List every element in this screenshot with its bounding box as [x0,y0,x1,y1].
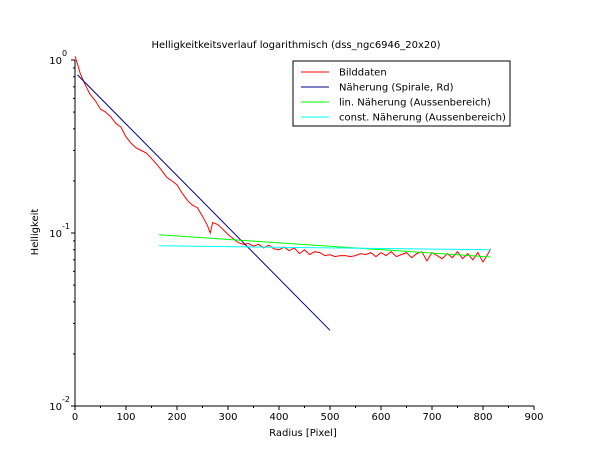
x-tick-label: 200 [167,412,186,423]
series-line-2 [159,234,491,258]
x-tick-label: 600 [371,412,390,423]
x-tick-label: 500 [320,412,339,423]
legend-label-2: lin. Näherung (Aussenbereich) [339,98,491,109]
y-tick-exponent: 0 [62,49,67,58]
series-line-0 [74,56,492,264]
x-tick-label: 900 [524,412,543,423]
x-tick-label: 700 [422,412,441,423]
series-group [74,56,492,331]
legend-label-1: Näherung (Spirale, Rd) [339,83,454,94]
y-axis-label: Helligkeit [30,209,41,256]
y-tick-label: 10 [49,56,62,67]
x-tick-label: 100 [116,412,135,423]
x-tick-label: 0 [72,412,78,423]
legend-label-3: const. Näherung (Aussenbereich) [339,113,506,124]
x-tick-label: 400 [269,412,288,423]
series-line-3 [159,245,491,251]
x-axis-ticks: 0 100 200 300 400 500 600 700 800 900 [72,406,544,423]
x-tick-label: 300 [218,412,237,423]
x-tick-label: 800 [473,412,492,423]
y-tick-exponent: -1 [62,222,70,231]
y-tick-label: 10 [49,229,62,240]
legend-box [292,60,511,127]
series-line-1 [77,74,331,331]
legend: Bilddaten Näherung (Spirale, Rd) lin. Nähe… [292,60,511,127]
legend-label-0: Bilddaten [339,68,387,79]
x-axis-label: Radius [Pixel] [269,428,337,439]
y-tick-exponent: -2 [62,395,70,404]
chart-title: Helligkeitkeitsverlauf logarithmisch (ds… [151,40,440,51]
y-tick-label: 10 [49,402,62,413]
